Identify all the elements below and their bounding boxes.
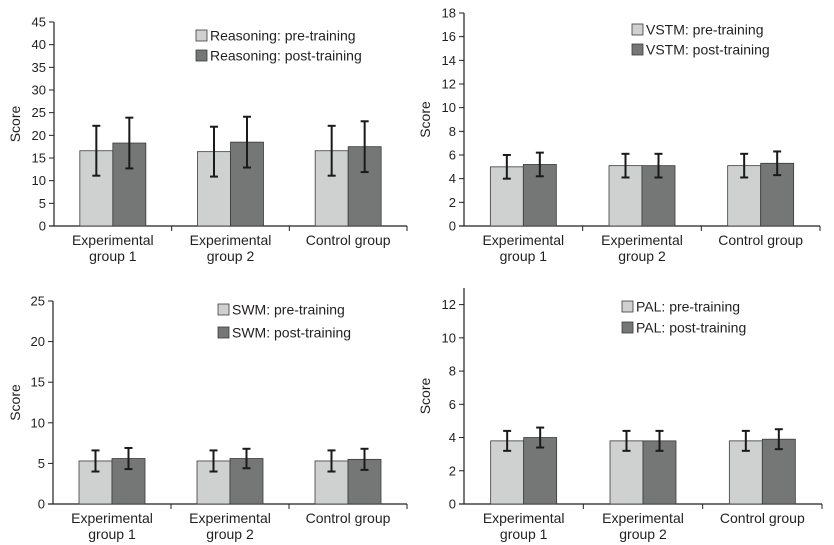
legend-label: SWM: pre-training (232, 302, 345, 318)
category-label: Control group (718, 232, 803, 248)
y-axis-label: Score (7, 106, 23, 143)
y-axis-label: Score (417, 378, 433, 415)
y-tick-label: 6 (449, 148, 456, 163)
legend-swatch (621, 321, 634, 334)
y-tick-label: 30 (32, 83, 46, 98)
category-label: Experimental (71, 510, 153, 526)
y-tick-label: 4 (449, 430, 456, 445)
legend-label: VSTM: post-training (646, 42, 770, 58)
legend-swatch (631, 43, 644, 56)
category-label: group 1 (89, 248, 137, 264)
y-tick-label: 0 (38, 497, 45, 512)
category-label: group 1 (500, 248, 548, 264)
legend-label: Reasoning: pre-training (210, 28, 356, 44)
category-label: Experimental (482, 232, 564, 248)
category-label: group 1 (500, 526, 548, 542)
category-label: Control group (306, 510, 391, 526)
category-label: Experimental (72, 232, 154, 248)
category-label: Experimental (601, 232, 683, 248)
legend: PAL: pre-training PAL: post-training (621, 299, 746, 336)
legend-swatch (631, 23, 644, 36)
y-tick-label: 25 (31, 294, 45, 309)
y-tick-label: 25 (32, 105, 46, 120)
y-tick-label: 12 (442, 297, 456, 312)
y-tick-label: 8 (449, 124, 456, 139)
y-tick-label: 20 (32, 128, 46, 143)
legend-swatch (217, 326, 230, 339)
legend: VSTM: pre-training VSTM: post-training (631, 22, 770, 58)
category-label: group 1 (88, 526, 136, 542)
legend-swatch (217, 303, 230, 316)
y-tick-label: 0 (449, 219, 456, 234)
chart-reasoning: 051015202530354045ScoreExperimentalgroup… (7, 15, 408, 264)
category-label: group 2 (206, 526, 254, 542)
legend-swatch (195, 29, 208, 42)
y-tick-label: 10 (442, 330, 456, 345)
y-tick-label: 6 (449, 397, 456, 412)
legend: SWM: pre-training SWM: post-training (217, 302, 351, 341)
y-tick-label: 18 (442, 6, 456, 21)
y-axis-label: Score (7, 384, 23, 421)
category-label: Experimental (602, 510, 684, 526)
y-tick-label: 10 (31, 415, 45, 430)
y-tick-label: 16 (442, 29, 456, 44)
category-label: group 2 (618, 248, 666, 264)
legend-label: Reasoning: post-training (210, 48, 362, 64)
legend-label: SWM: post-training (232, 325, 351, 341)
y-tick-label: 10 (442, 100, 456, 115)
y-tick-label: 0 (39, 219, 46, 234)
legend-label: PAL: pre-training (636, 299, 740, 315)
bar-post (523, 437, 558, 505)
bar-post (761, 438, 796, 505)
y-tick-label: 35 (32, 60, 46, 75)
y-tick-label: 5 (39, 196, 46, 211)
y-tick-label: 10 (32, 173, 46, 188)
category-label: group 2 (619, 526, 667, 542)
y-tick-label: 45 (32, 15, 46, 30)
legend-swatch (195, 49, 208, 62)
y-axis-label: Score (417, 101, 433, 138)
category-label: Control group (306, 232, 391, 248)
y-tick-label: 5 (38, 456, 45, 471)
category-label: Experimental (189, 510, 271, 526)
legend-label: PAL: post-training (636, 320, 746, 336)
legend-swatch (621, 300, 634, 313)
y-tick-label: 15 (32, 151, 46, 166)
legend-label: VSTM: pre-training (646, 22, 763, 38)
category-label: Experimental (483, 510, 565, 526)
category-label: Control group (720, 510, 805, 526)
legend: Reasoning: pre-training Reasoning: post-t… (195, 28, 362, 64)
y-tick-label: 20 (31, 334, 45, 349)
y-tick-label: 4 (449, 171, 456, 186)
y-tick-label: 2 (449, 195, 456, 210)
y-tick-label: 12 (442, 77, 456, 92)
y-tick-label: 40 (32, 37, 46, 52)
y-tick-label: 8 (449, 364, 456, 379)
y-tick-label: 14 (442, 53, 456, 68)
y-tick-label: 0 (449, 497, 456, 512)
y-tick-label: 15 (31, 375, 45, 390)
category-label: Experimental (190, 232, 272, 248)
y-tick-label: 2 (449, 463, 456, 478)
category-label: group 2 (207, 248, 255, 264)
